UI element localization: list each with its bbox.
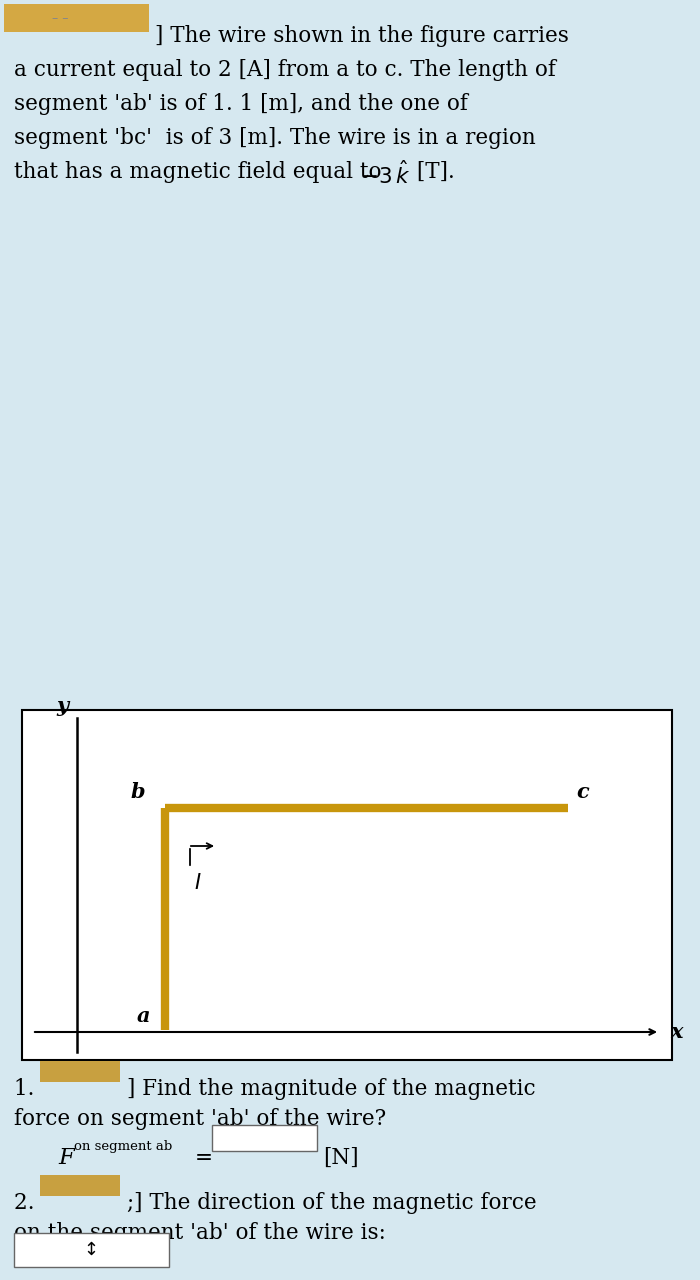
Text: ;] The direction of the magnetic force: ;] The direction of the magnetic force	[127, 1192, 537, 1213]
Text: =: =	[195, 1147, 213, 1169]
Text: force on segment 'ab' of the wire?: force on segment 'ab' of the wire?	[14, 1108, 386, 1130]
Text: y: y	[56, 696, 68, 716]
Text: [T].: [T].	[410, 161, 455, 183]
Text: c: c	[576, 782, 589, 803]
Bar	[212, 1125, 317, 1151]
Text: on the segment 'ab' of the wire is:: on the segment 'ab' of the wire is:	[14, 1222, 386, 1244]
Bar	[40, 1175, 120, 1196]
Text: a: a	[136, 1006, 150, 1027]
Text: [N]: [N]	[323, 1147, 358, 1169]
Text: b: b	[130, 782, 145, 803]
Text: – –: – –	[52, 13, 69, 26]
Text: on segment ab: on segment ab	[74, 1140, 172, 1153]
Text: ] The wire shown in the figure carries: ] The wire shown in the figure carries	[155, 26, 569, 47]
Text: x: x	[670, 1021, 682, 1042]
Text: 1.: 1.	[14, 1078, 41, 1100]
Text: $I$: $I$	[194, 873, 202, 893]
Bar	[40, 1061, 120, 1082]
Text: ] Find the magnitude of the magnetic: ] Find the magnitude of the magnetic	[127, 1078, 536, 1100]
Bar	[22, 710, 672, 1060]
Text: a current equal to 2 [A] from a to c. The length of: a current equal to 2 [A] from a to c. Th…	[14, 59, 556, 81]
Text: segment 'ab' is of 1. 1 [m], and the one of: segment 'ab' is of 1. 1 [m], and the one…	[14, 93, 468, 115]
Text: ↕: ↕	[83, 1242, 99, 1260]
Text: $-3\,\hat{k}$: $-3\,\hat{k}$	[360, 161, 410, 188]
Text: segment 'bc'  is of 3 [m]. The wire is in a region: segment 'bc' is of 3 [m]. The wire is in…	[14, 127, 536, 148]
Bar	[4, 4, 149, 32]
Text: 2.: 2.	[14, 1192, 41, 1213]
Text: F: F	[58, 1147, 74, 1169]
Bar	[14, 1233, 169, 1267]
Text: that has a magnetic field equal to: that has a magnetic field equal to	[14, 161, 388, 183]
